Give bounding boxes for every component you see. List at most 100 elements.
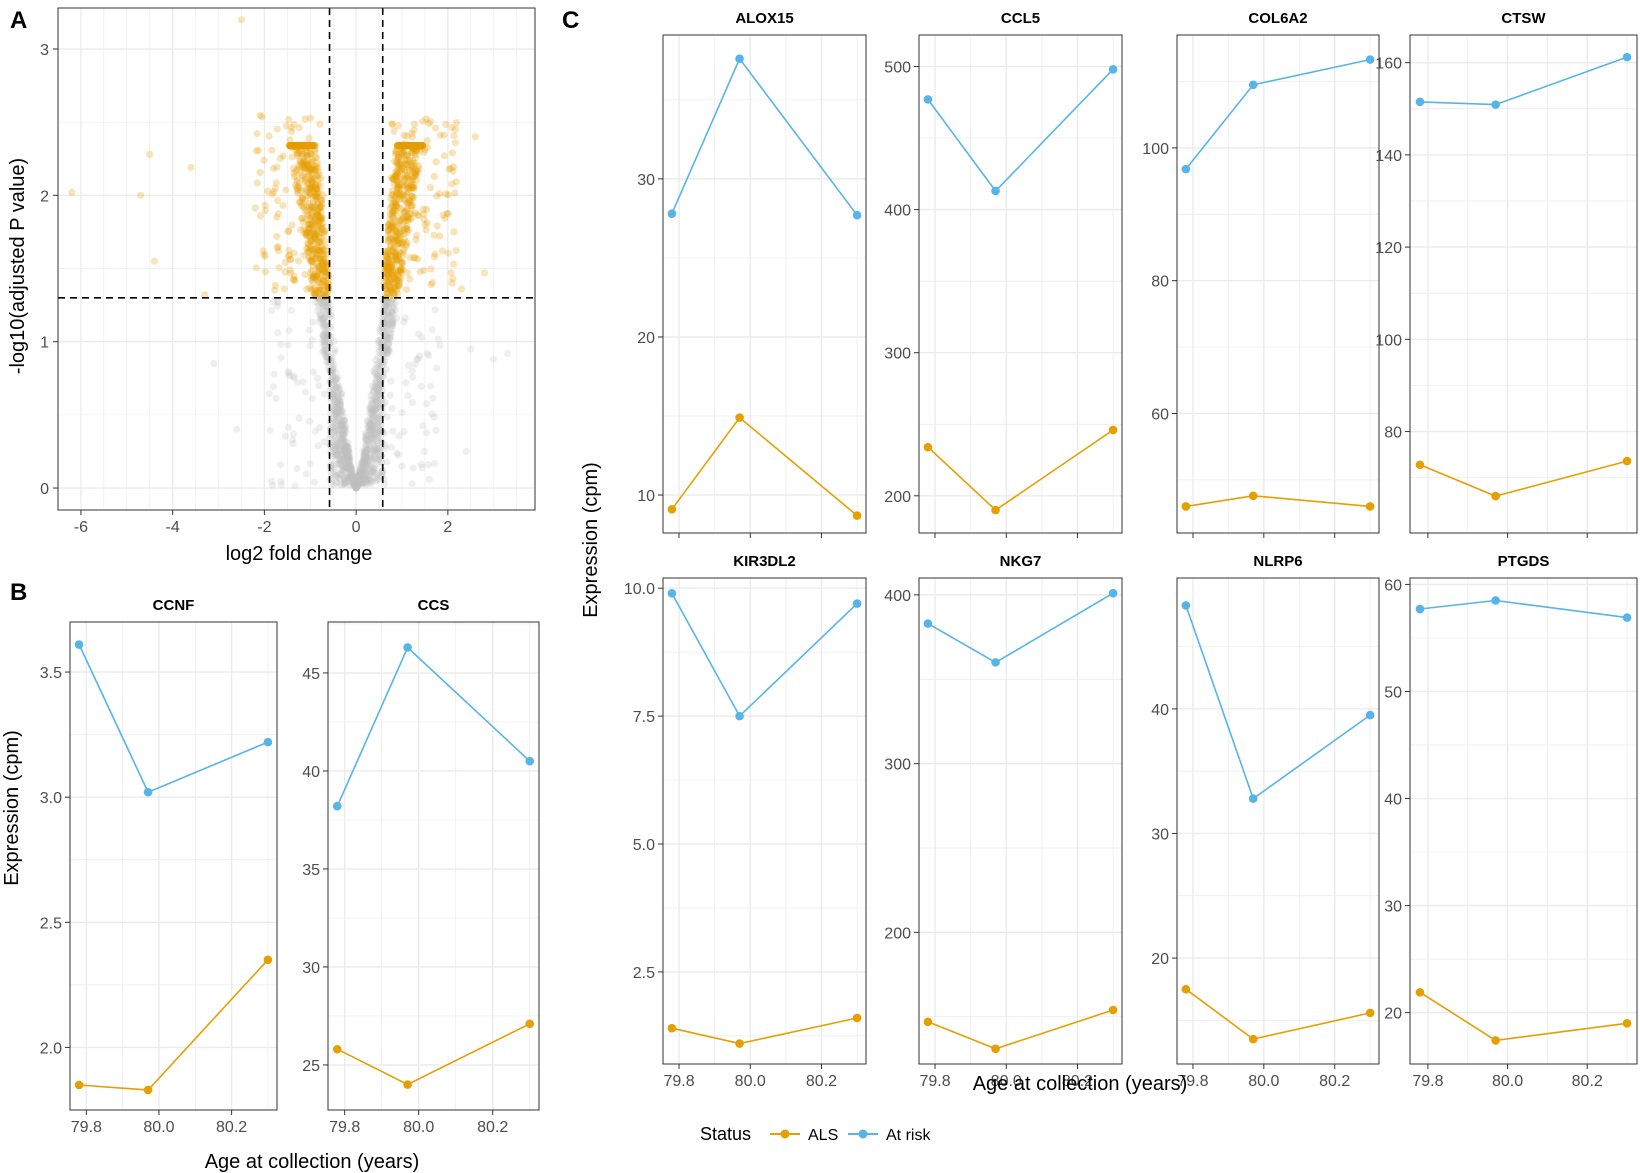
volcano-point-significant [286, 141, 295, 150]
volcano-point-significant [302, 141, 310, 150]
volcano-point-ns [340, 467, 348, 476]
volcano-point-significant [320, 226, 329, 235]
volcano-point-significant [436, 232, 444, 240]
volcano-point-ns [383, 413, 392, 421]
volcano-point-significant [402, 199, 411, 207]
volcano-point-significant [394, 274, 403, 282]
volcano-point-significant [315, 187, 323, 195]
volcano-point-significant [409, 141, 417, 150]
volcano-point-significant [426, 183, 435, 192]
volcano-point-significant [408, 195, 416, 203]
volcano-point-ns [368, 447, 377, 455]
volcano-point-significant [411, 141, 419, 150]
facet-y-tick-label: 40 [1384, 792, 1402, 809]
volcano-point-significant [298, 150, 306, 158]
volcano-point-significant [447, 164, 455, 173]
volcano-point-ns [382, 318, 390, 326]
volcano-point-significant [408, 184, 416, 192]
facet-y-tick-label: 160 [1375, 56, 1402, 73]
volcano-point-significant [408, 141, 416, 150]
volcano-point-significant [388, 120, 397, 128]
volcano-point-significant [317, 234, 325, 242]
volcano-point-significant [394, 283, 402, 291]
facet-background [70, 622, 277, 1110]
volcano-point-ns [398, 408, 406, 417]
volcano-point-ns [430, 459, 439, 468]
volcano-point-significant [293, 143, 301, 151]
volcano-point-significant [323, 262, 331, 270]
volcano-point-significant [310, 249, 318, 257]
volcano-point-significant [384, 247, 392, 255]
volcano-point-significant [305, 224, 313, 232]
volcano-point-ns [356, 470, 364, 478]
volcano-point-significant [399, 215, 407, 223]
volcano-point-ns [274, 329, 282, 337]
volcano-frame [57, 7, 536, 511]
volcano-point-significant [399, 141, 407, 150]
volcano-point-significant [450, 228, 458, 236]
volcano-point-significant [310, 291, 319, 299]
volcano-point-ns [376, 421, 384, 429]
volcano-point-significant [409, 141, 417, 150]
volcano-point-significant [303, 152, 311, 160]
volcano-point-significant [415, 141, 423, 150]
volcano-point-significant [406, 210, 414, 218]
volcano-point-significant [315, 286, 323, 294]
volcano-point-significant [301, 196, 309, 204]
volcano-point-significant [401, 141, 410, 150]
volcano-point-significant [288, 153, 296, 161]
volcano-point-ns [302, 388, 310, 396]
volcano-point-ns [404, 391, 412, 400]
volcano-point-ns [330, 419, 338, 427]
volcano-point-significant [308, 266, 316, 275]
volcano-point-significant [410, 162, 418, 170]
volcano-point-significant [390, 272, 398, 280]
volcano-point-ns [340, 430, 348, 438]
volcano-point-ns [370, 418, 378, 427]
volcano-point-significant [302, 141, 310, 150]
volcano-point-ns [330, 432, 338, 440]
volcano-point-ns [340, 474, 349, 482]
volcano-point-significant [291, 141, 299, 150]
facet-background [919, 578, 1122, 1064]
volcano-point-significant [394, 178, 402, 186]
volcano-point-ns [330, 386, 339, 394]
volcano-point-significant [384, 227, 392, 235]
facet-y-tick-label: 3.0 [40, 790, 62, 807]
volcano-point-ns [372, 405, 380, 413]
volcano-point-significant [290, 141, 298, 150]
volcano-point-ns [374, 388, 382, 396]
volcano-point-significant [290, 141, 298, 150]
volcano-point-significant [387, 263, 396, 271]
facet-x-tick-label: 79.8 [71, 1119, 102, 1136]
volcano-point-significant [290, 141, 298, 150]
volcano-point-ns [329, 415, 337, 423]
volcano-point-ns [357, 461, 365, 470]
volcano-point-significant [318, 261, 327, 269]
volcano-point-ns [388, 325, 396, 333]
volcano-point-ns [344, 448, 353, 456]
volcano-point-significant [394, 183, 403, 191]
volcano-point-ns [373, 460, 381, 468]
volcano-point-significant [418, 141, 426, 150]
series-point-at-risk [923, 95, 933, 104]
volcano-point-ns [375, 446, 383, 455]
volcano-point-significant [314, 200, 322, 208]
volcano-point-ns [340, 479, 348, 488]
volcano-point-ns [359, 464, 367, 473]
volcano-point-significant [311, 290, 319, 298]
volcano-point-ns [373, 413, 381, 421]
volcano-point-ns [338, 466, 346, 474]
volcano-point-significant [392, 202, 400, 210]
volcano-point-significant [417, 141, 425, 150]
volcano-point-significant [304, 141, 312, 150]
series-point-als [74, 1080, 84, 1090]
volcano-point-significant [393, 170, 401, 178]
volcano-point-significant [413, 141, 422, 150]
volcano-point-ns [314, 294, 323, 302]
volcano-point-ns [346, 457, 354, 465]
volcano-point-significant [385, 237, 393, 245]
volcano-point-ns [383, 299, 391, 307]
